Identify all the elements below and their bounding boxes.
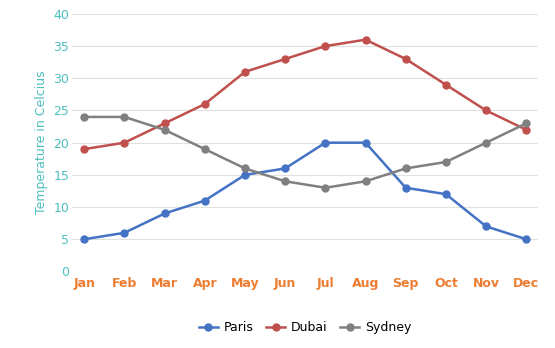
- Line: Sydney: Sydney: [80, 113, 530, 191]
- Paris: [162, 212, 168, 216]
- Sydney: [442, 160, 449, 164]
- Dubai: [483, 109, 490, 113]
- Sydney: [121, 115, 128, 119]
- Sydney: [322, 186, 329, 190]
- Sydney: [483, 141, 490, 145]
- Dubai: [201, 102, 208, 106]
- Sydney: [402, 166, 409, 171]
- Paris: [322, 141, 329, 145]
- Paris: [402, 186, 409, 190]
- Sydney: [241, 166, 248, 171]
- Dubai: [121, 141, 128, 145]
- Paris: [81, 237, 88, 242]
- Dubai: [402, 57, 409, 61]
- Paris: [362, 141, 369, 145]
- Sydney: [162, 128, 168, 132]
- Sydney: [523, 121, 529, 126]
- Dubai: [241, 70, 248, 74]
- Paris: [241, 173, 248, 177]
- Paris: [483, 224, 490, 229]
- Dubai: [162, 121, 168, 126]
- Sydney: [362, 179, 369, 183]
- Sydney: [81, 115, 88, 119]
- Y-axis label: Temperature in Celcius: Temperature in Celcius: [35, 71, 48, 214]
- Dubai: [322, 44, 329, 48]
- Line: Paris: Paris: [80, 139, 530, 243]
- Paris: [442, 192, 449, 196]
- Dubai: [523, 128, 529, 132]
- Dubai: [81, 147, 88, 151]
- Paris: [282, 166, 289, 171]
- Line: Dubai: Dubai: [80, 36, 530, 152]
- Dubai: [282, 57, 289, 61]
- Legend: Paris, Dubai, Sydney: Paris, Dubai, Sydney: [194, 316, 417, 339]
- Paris: [121, 231, 128, 235]
- Paris: [201, 198, 208, 203]
- Dubai: [442, 83, 449, 87]
- Sydney: [282, 179, 289, 183]
- Paris: [523, 237, 529, 242]
- Dubai: [362, 38, 369, 42]
- Sydney: [201, 147, 208, 151]
